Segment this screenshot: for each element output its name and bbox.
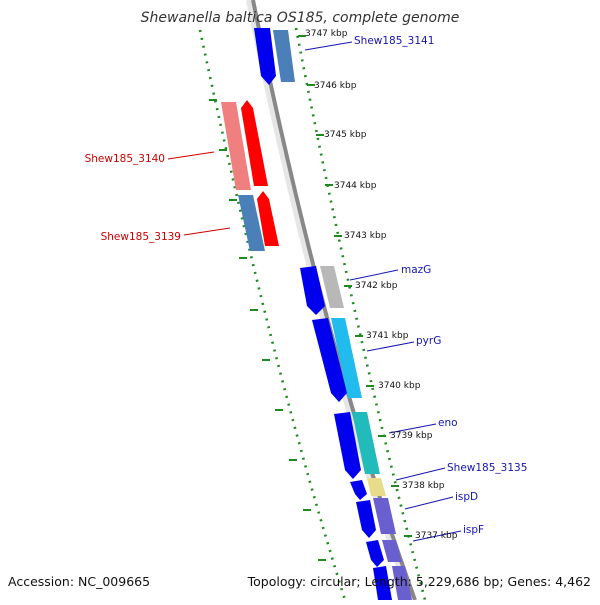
kbp-ruler — [294, 27, 427, 601]
kbp-label: 3739 kbp — [390, 431, 433, 441]
leader-line — [404, 496, 454, 510]
gene-arrow[interactable] — [366, 540, 384, 567]
leader-line — [183, 227, 231, 236]
map-title: Shewanella baltica OS185, complete genom… — [141, 10, 460, 26]
gene-block[interactable] — [273, 30, 295, 82]
gene-label-ispf[interactable]: ispF — [463, 524, 484, 536]
forward-strand-genes — [254, 28, 412, 600]
kbp-label: 3746 kbp — [314, 81, 357, 91]
leader-line — [412, 530, 462, 542]
leader-line — [167, 151, 215, 160]
gene-label-shew185-3140[interactable]: Shew185_3140 — [85, 153, 165, 165]
leader-line — [366, 341, 415, 352]
kbp-label: 3743 kbp — [344, 231, 387, 241]
gene-label-ispd[interactable]: ispD — [455, 491, 478, 503]
kbp-label: 3745 kbp — [324, 130, 367, 140]
gene-label-eno[interactable]: eno — [438, 417, 458, 429]
gene-block[interactable] — [382, 540, 402, 562]
gene-block[interactable] — [367, 478, 386, 496]
gene-block[interactable] — [221, 102, 251, 190]
kbp-label: 3744 kbp — [334, 181, 377, 191]
gene-label-shew185-3141[interactable]: Shew185_3141 — [354, 35, 434, 47]
gene-label-mazg[interactable]: mazG — [401, 264, 431, 276]
kbp-label: 3740 kbp — [378, 381, 421, 391]
accession-text: Accession: NC_009665 — [8, 574, 150, 589]
leader-line — [395, 467, 446, 481]
gene-block[interactable] — [373, 498, 396, 534]
gene-block[interactable] — [238, 195, 265, 251]
gene-labels: Shew185_3141 Shew185_3140 Shew185_3139 m… — [85, 35, 528, 536]
kbp-label: 3747 kbp — [305, 29, 348, 39]
gene-label-shew185-3135[interactable]: Shew185_3135 — [447, 462, 527, 474]
label-leaders — [167, 41, 462, 542]
kbp-ticks — [298, 35, 412, 537]
gene-label-shew185-3139[interactable]: Shew185_3139 — [101, 231, 181, 243]
kbp-label: 3741 kbp — [366, 331, 409, 341]
gene-arrow[interactable] — [257, 191, 279, 246]
gene-block[interactable] — [392, 566, 412, 600]
gene-arrow[interactable] — [300, 266, 325, 315]
kbp-label: 3742 kbp — [355, 281, 398, 291]
gene-block[interactable] — [352, 412, 380, 474]
gene-label-pyrg[interactable]: pyrG — [416, 335, 441, 347]
reverse-strand-genes — [221, 100, 279, 251]
gene-arrow[interactable] — [254, 28, 276, 85]
leader-line — [304, 41, 353, 51]
leader-line — [388, 423, 437, 434]
outer-ticks — [209, 99, 326, 561]
gene-arrow[interactable] — [241, 100, 268, 186]
genome-summary-text: Topology: circular; Length: 5,229,686 bp… — [247, 574, 591, 589]
gene-arrow[interactable] — [356, 500, 376, 538]
gene-arrow[interactable] — [373, 566, 392, 600]
leader-line — [349, 269, 399, 281]
gene-arrow[interactable] — [334, 412, 361, 479]
gene-block[interactable] — [331, 318, 362, 398]
gene-arrow[interactable] — [312, 318, 347, 402]
gene-arrow[interactable] — [350, 480, 367, 500]
kbp-label: 3737 kbp — [415, 531, 458, 541]
gene-block[interactable] — [320, 266, 344, 308]
kbp-labels: 3747 kbp 3746 kbp 3745 kbp 3744 kbp 3743… — [305, 29, 458, 541]
kbp-label: 3738 kbp — [402, 481, 445, 491]
